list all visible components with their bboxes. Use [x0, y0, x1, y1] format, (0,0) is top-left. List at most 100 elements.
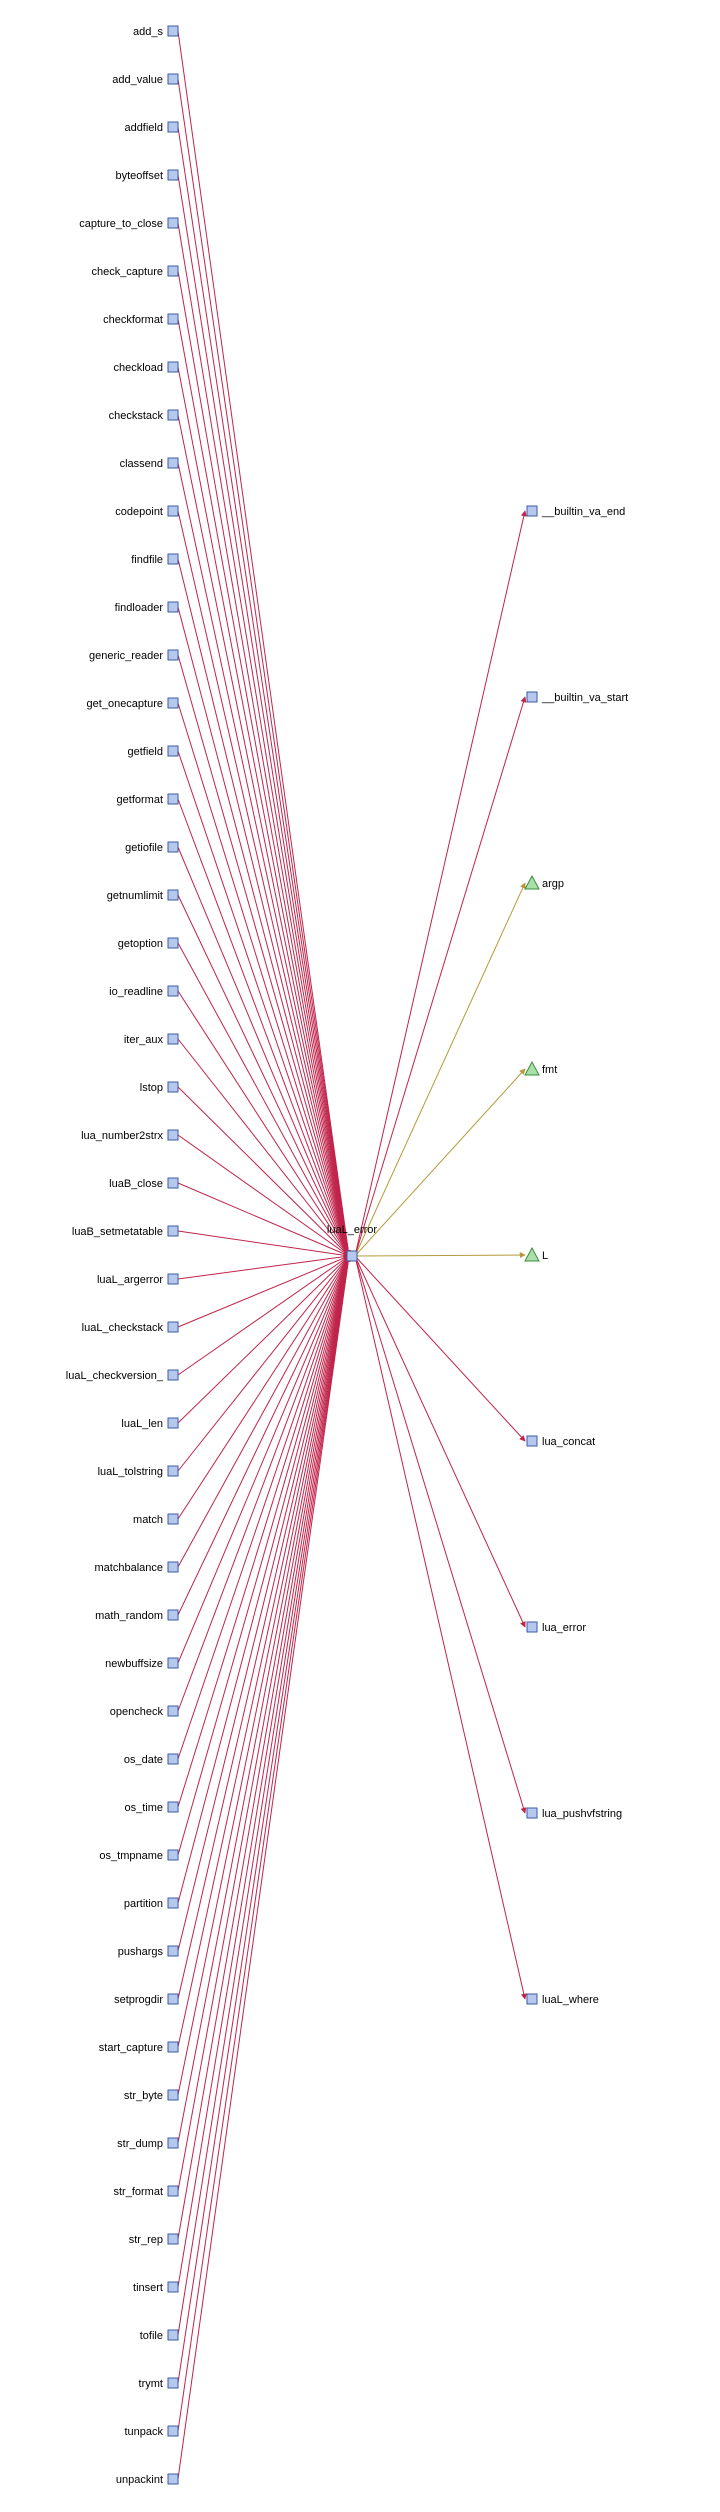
caller-node-checkload[interactable]: checkload — [113, 361, 179, 374]
caller-label: add_value — [112, 74, 163, 86]
caller-node-luab-setmetatable[interactable]: luaB_setmetatable — [72, 1225, 179, 1238]
function-node-icon — [167, 169, 179, 181]
caller-node-os-time[interactable]: os_time — [124, 1801, 179, 1814]
edge-checkformat-to-center — [177, 318, 352, 1257]
caller-node-checkformat[interactable]: checkformat — [103, 313, 179, 326]
callee-node-l[interactable]: L — [524, 1246, 548, 1262]
function-node-icon — [167, 937, 179, 949]
variable-node-icon — [524, 1246, 540, 1262]
caller-node-add-s[interactable]: add_s — [133, 25, 179, 38]
function-node-icon — [167, 2329, 179, 2341]
callee-node-argp[interactable]: argp — [524, 874, 564, 890]
caller-node-getformat[interactable]: getformat — [117, 793, 179, 806]
function-node-icon — [167, 2425, 179, 2437]
caller-node-lual-len[interactable]: luaL_len — [121, 1417, 179, 1430]
center-node-luaL-error[interactable]: luaL_error — [327, 1224, 377, 1262]
caller-node-lual-checkstack[interactable]: luaL_checkstack — [82, 1321, 179, 1334]
caller-node-str-rep[interactable]: str_rep — [129, 2233, 179, 2246]
caller-label: luaL_tolstring — [98, 1466, 163, 1478]
edge-center-to-lua-error — [354, 1255, 526, 1628]
caller-label: luaL_checkversion_ — [66, 1370, 164, 1382]
function-node-icon — [167, 1081, 179, 1093]
caller-label: io_readline — [109, 986, 163, 998]
caller-node-start-capture[interactable]: start_capture — [99, 2041, 179, 2054]
edge-add-value-to-center — [177, 78, 352, 1257]
caller-node-io-readline[interactable]: io_readline — [109, 985, 179, 998]
function-node-icon — [526, 691, 538, 703]
caller-node-lstop[interactable]: lstop — [140, 1081, 179, 1094]
caller-node-findloader[interactable]: findloader — [115, 601, 179, 614]
caller-node-math-random[interactable]: math_random — [95, 1609, 179, 1622]
edge-newbuffsize-to-center — [177, 1255, 350, 1664]
callee-label: __builtin_va_start — [541, 692, 628, 704]
callee-node-lua-pushvfstring[interactable]: lua_pushvfstring — [526, 1807, 622, 1820]
caller-node-addfield[interactable]: addfield — [124, 121, 179, 134]
caller-label: unpackint — [116, 2474, 163, 2486]
caller-node-str-dump[interactable]: str_dump — [117, 2137, 179, 2150]
caller-node-matchbalance[interactable]: matchbalance — [95, 1561, 179, 1574]
caller-node-getoption[interactable]: getoption — [118, 937, 179, 950]
edge-trymt-to-center — [177, 1255, 352, 2384]
function-node-icon — [167, 601, 179, 613]
caller-node-luab-close[interactable]: luaB_close — [109, 1177, 179, 1190]
caller-node-check-capture[interactable]: check_capture — [91, 265, 179, 278]
caller-label: add_s — [133, 26, 163, 38]
caller-node-add-value[interactable]: add_value — [112, 73, 179, 86]
caller-node-byteoffset[interactable]: byteoffset — [116, 169, 179, 182]
edge-iter-aux-to-center — [177, 1038, 350, 1257]
edge-luab-close-to-center — [177, 1182, 350, 1257]
caller-node-codepoint[interactable]: codepoint — [115, 505, 179, 518]
caller-node-generic-reader[interactable]: generic_reader — [89, 649, 179, 662]
caller-node-newbuffsize[interactable]: newbuffsize — [105, 1657, 179, 1670]
caller-node-lua-number2strx[interactable]: lua_number2strx — [81, 1129, 179, 1142]
caller-node-os-tmpname[interactable]: os_tmpname — [99, 1849, 179, 1862]
callee-node-lual-where[interactable]: luaL_where — [526, 1993, 599, 2006]
caller-label: match — [133, 1514, 163, 1526]
caller-label: lua_number2strx — [81, 1130, 163, 1142]
caller-node-os-date[interactable]: os_date — [124, 1753, 179, 1766]
caller-node-tunpack[interactable]: tunpack — [124, 2425, 179, 2438]
edge-os-tmpname-to-center — [177, 1255, 351, 1856]
caller-node-tofile[interactable]: tofile — [140, 2329, 179, 2342]
caller-node-iter-aux[interactable]: iter_aux — [124, 1033, 179, 1046]
caller-node-partition[interactable]: partition — [124, 1897, 179, 1910]
edge-add-s-to-center — [177, 30, 352, 1257]
caller-node-match[interactable]: match — [133, 1513, 179, 1526]
caller-node-unpackint[interactable]: unpackint — [116, 2473, 179, 2486]
caller-node-setprogdir[interactable]: setprogdir — [114, 1993, 179, 2006]
callee-node-lua-concat[interactable]: lua_concat — [526, 1435, 595, 1448]
caller-node-getnumlimit[interactable]: getnumlimit — [107, 889, 179, 902]
caller-node-lual-checkversion[interactable]: luaL_checkversion_ — [66, 1369, 179, 1382]
function-node-icon — [167, 1849, 179, 1861]
caller-node-findfile[interactable]: findfile — [131, 553, 179, 566]
function-node-icon — [167, 889, 179, 901]
function-node-icon — [167, 1705, 179, 1717]
caller-label: tofile — [140, 2330, 163, 2342]
caller-label: byteoffset — [116, 170, 164, 182]
caller-node-str-format[interactable]: str_format — [113, 2185, 179, 2198]
caller-node-getiofile[interactable]: getiofile — [125, 841, 179, 854]
callee-node-lua-error[interactable]: lua_error — [526, 1621, 586, 1634]
caller-label: str_byte — [124, 2090, 163, 2102]
function-node-icon — [167, 73, 179, 85]
caller-node-lual-tolstring[interactable]: luaL_tolstring — [98, 1465, 179, 1478]
caller-node-opencheck[interactable]: opencheck — [110, 1705, 179, 1718]
function-node-icon — [167, 2185, 179, 2197]
caller-node-trymt[interactable]: trymt — [139, 2377, 179, 2390]
caller-node-lual-argerror[interactable]: luaL_argerror — [97, 1273, 179, 1286]
callee-node-fmt[interactable]: fmt — [524, 1060, 557, 1076]
callee-node-builtin-va-start[interactable]: __builtin_va_start — [526, 691, 628, 704]
callee-node-builtin-va-end[interactable]: __builtin_va_end — [526, 505, 625, 518]
caller-node-str-byte[interactable]: str_byte — [124, 2089, 179, 2102]
caller-node-get-onecapture[interactable]: get_onecapture — [87, 697, 179, 710]
caller-node-capture-to-close[interactable]: capture_to_close — [79, 217, 179, 230]
caller-node-getfield[interactable]: getfield — [128, 745, 179, 758]
caller-node-classend[interactable]: classend — [120, 457, 179, 470]
caller-label: opencheck — [110, 1706, 164, 1718]
edge-get-onecapture-to-center — [177, 702, 351, 1257]
caller-node-tinsert[interactable]: tinsert — [133, 2281, 179, 2294]
caller-node-checkstack[interactable]: checkstack — [109, 409, 179, 422]
caller-node-pushargs[interactable]: pushargs — [118, 1945, 179, 1958]
caller-label: partition — [124, 1898, 163, 1910]
